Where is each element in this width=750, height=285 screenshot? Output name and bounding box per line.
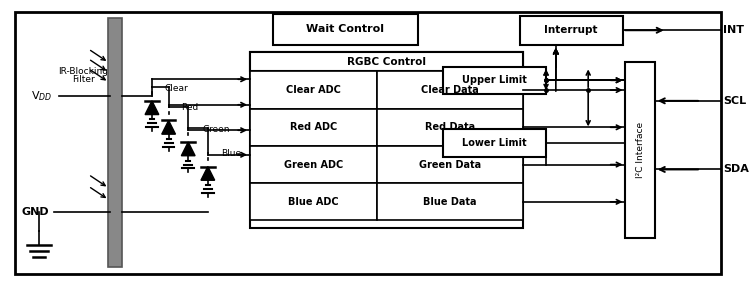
Bar: [250, 52, 523, 228]
Bar: [250, 52, 523, 72]
Text: Upper Limit: Upper Limit: [462, 75, 526, 85]
Bar: [377, 109, 523, 146]
Bar: [250, 72, 377, 109]
Bar: [250, 109, 377, 146]
Bar: [250, 183, 377, 220]
Text: Clear: Clear: [165, 84, 188, 93]
Text: RGBC Control: RGBC Control: [346, 57, 426, 67]
Text: Lower Limit: Lower Limit: [462, 138, 526, 148]
Polygon shape: [182, 142, 195, 156]
Bar: [443, 129, 546, 157]
Bar: [272, 14, 418, 45]
Text: Clear Data: Clear Data: [421, 85, 478, 95]
Text: Clear ADC: Clear ADC: [286, 85, 341, 95]
Bar: [377, 72, 523, 109]
Text: IR-Blocking: IR-Blocking: [58, 67, 108, 76]
Bar: [626, 62, 655, 238]
Text: Blue: Blue: [221, 149, 242, 158]
Text: Blue ADC: Blue ADC: [289, 197, 339, 207]
Bar: [377, 183, 523, 220]
Text: I²C Interface: I²C Interface: [636, 122, 645, 178]
Text: SCL: SCL: [724, 96, 746, 106]
Bar: [250, 146, 377, 183]
Text: Blue Data: Blue Data: [423, 197, 477, 207]
Text: Green ADC: Green ADC: [284, 160, 344, 170]
Bar: [377, 146, 523, 183]
Polygon shape: [145, 101, 159, 115]
Polygon shape: [162, 121, 176, 134]
Text: Green: Green: [203, 125, 230, 134]
Text: V$_{DD}$: V$_{DD}$: [32, 89, 53, 103]
Bar: [108, 17, 122, 268]
Text: Red Data: Red Data: [425, 122, 475, 132]
Polygon shape: [201, 166, 214, 180]
Text: GND: GND: [22, 207, 50, 217]
Text: Red: Red: [182, 103, 199, 112]
Text: Green Data: Green Data: [419, 160, 481, 170]
Text: INT: INT: [724, 25, 745, 35]
Text: Wait Control: Wait Control: [306, 24, 384, 34]
Bar: [443, 66, 546, 94]
Text: Filter: Filter: [72, 75, 94, 84]
Text: Red ADC: Red ADC: [290, 122, 338, 132]
Bar: [520, 16, 622, 45]
Text: SDA: SDA: [724, 164, 749, 174]
Text: Interrupt: Interrupt: [544, 25, 597, 35]
